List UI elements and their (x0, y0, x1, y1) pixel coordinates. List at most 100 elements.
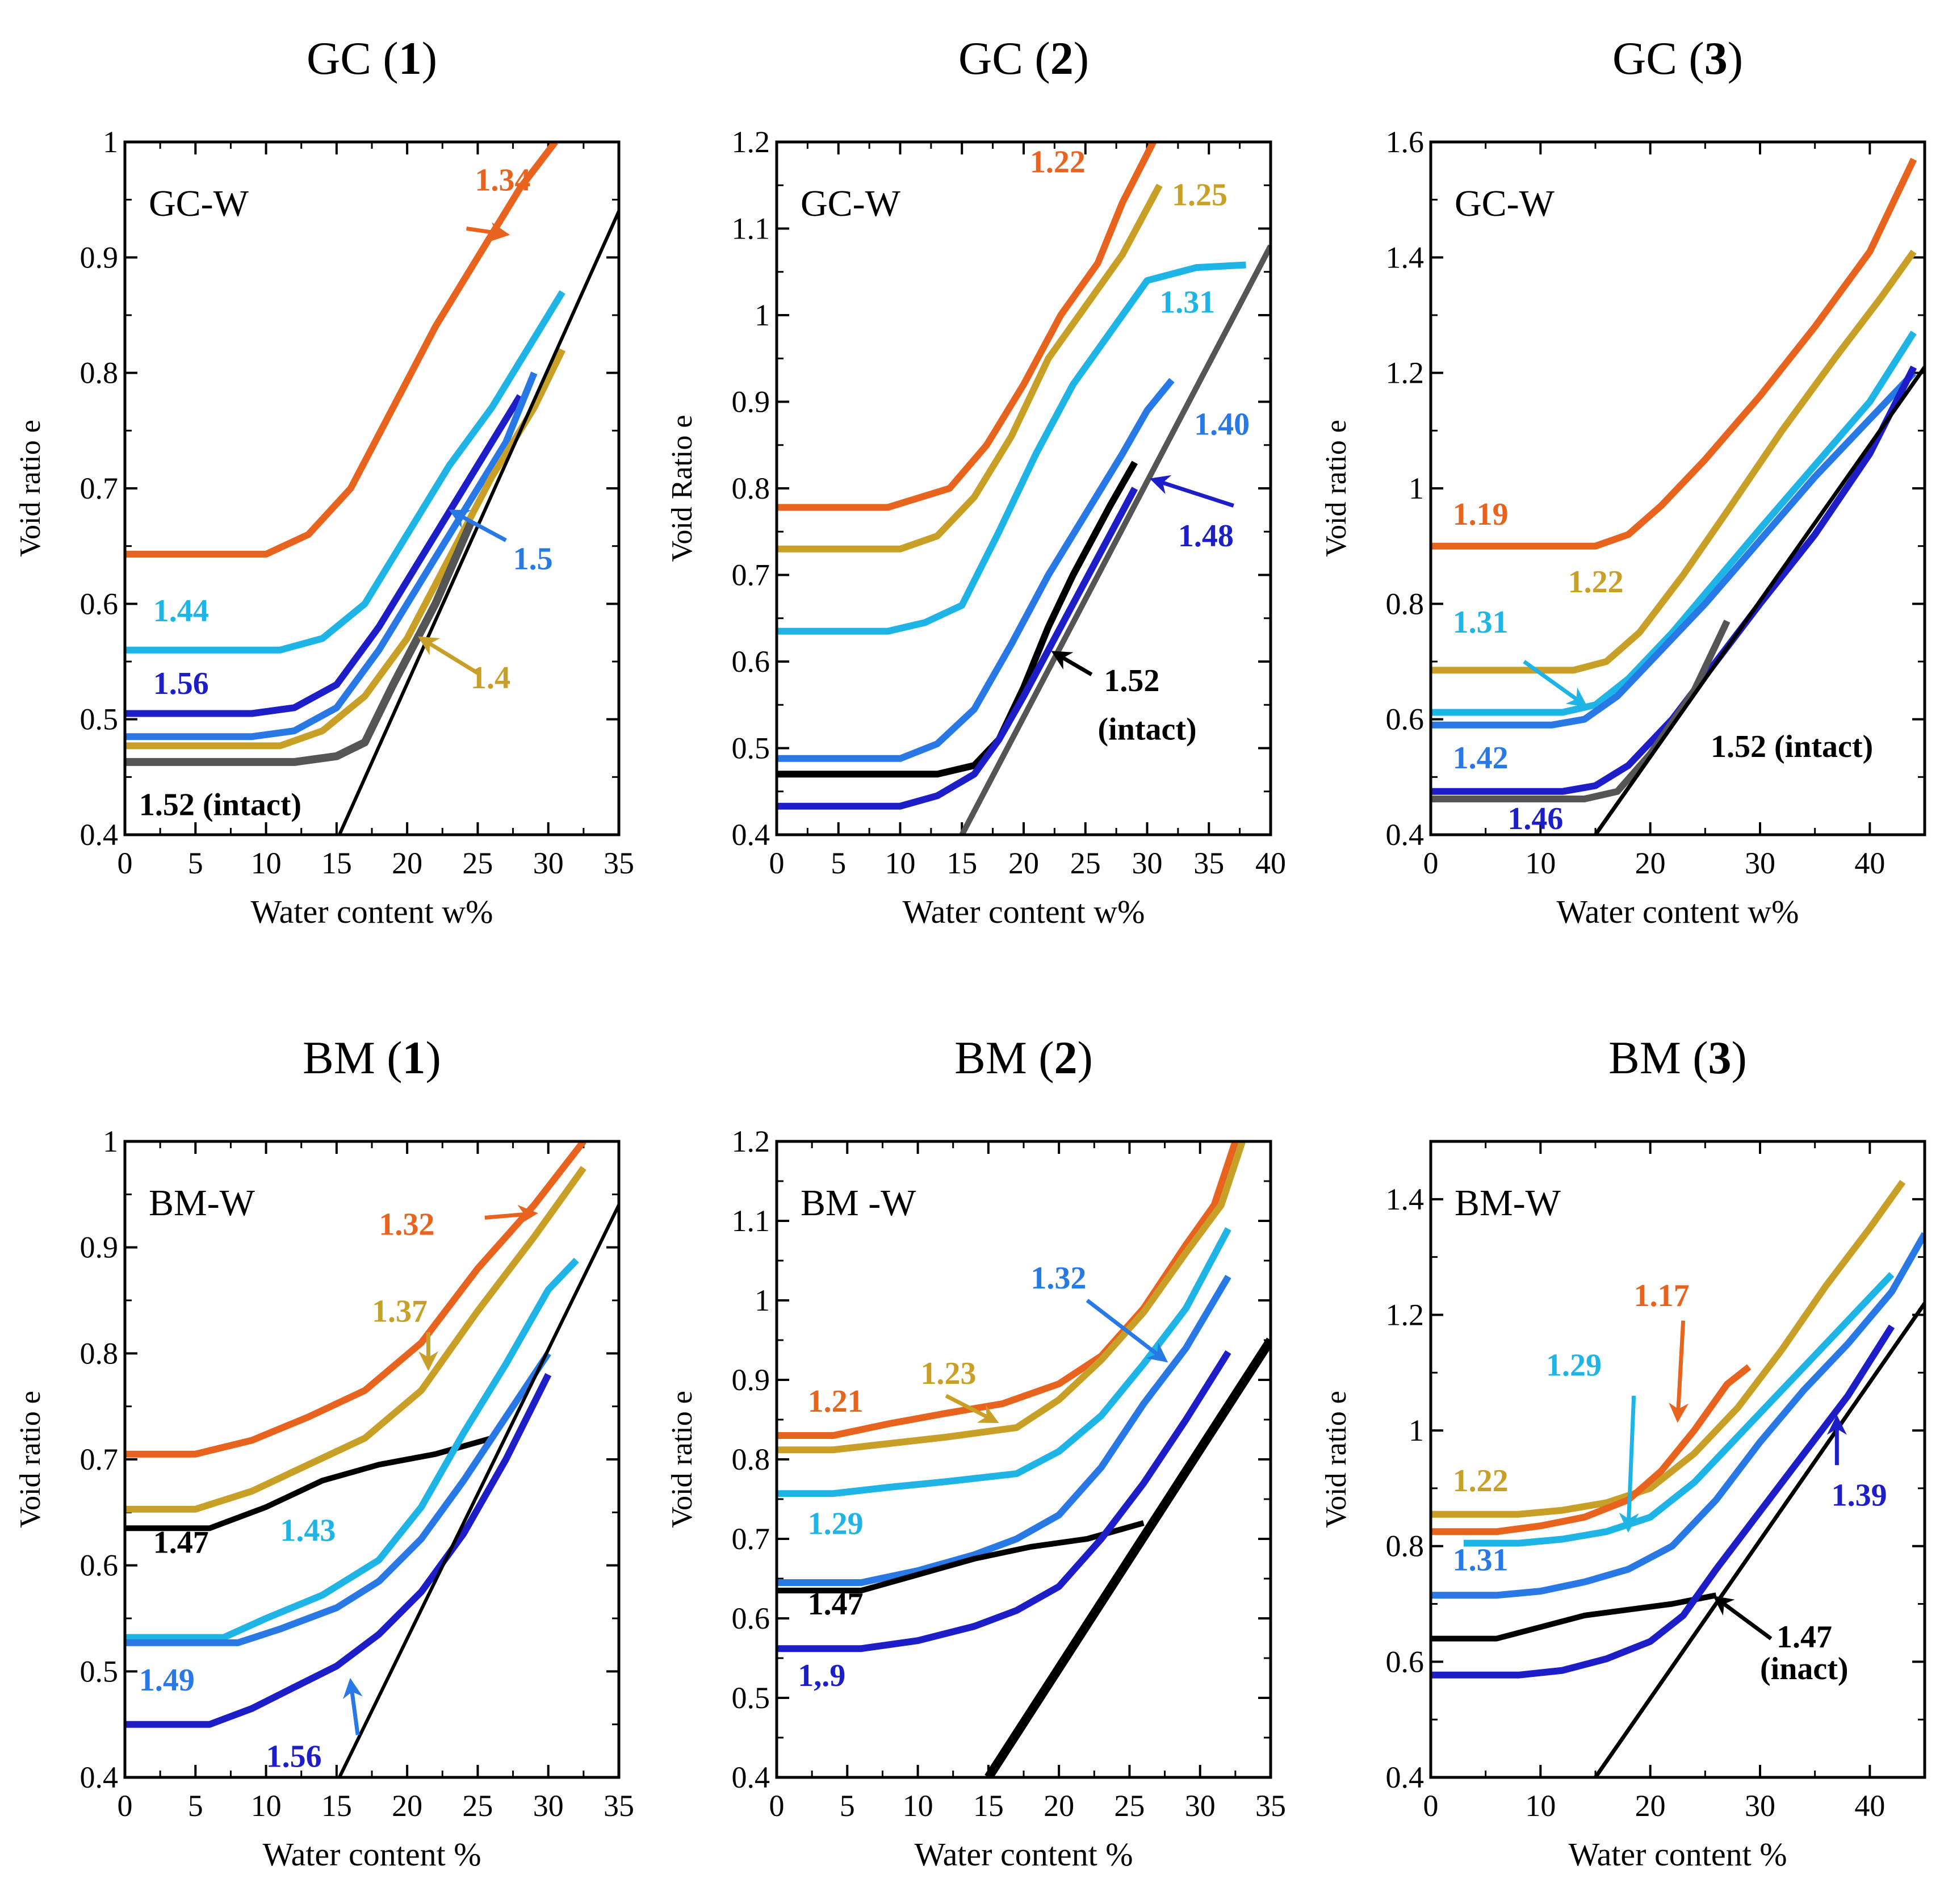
series-label: 1.23 (921, 1356, 977, 1391)
plot-frame (123, 140, 621, 836)
series-line-1-23 (777, 1141, 1246, 1454)
series-group (777, 1141, 1271, 1777)
y-tick-label: 0.4 (732, 818, 770, 852)
x-tick-label: 0 (118, 1789, 133, 1823)
panel-title-prefix: GC ( (1612, 32, 1704, 84)
series-group (1431, 1179, 1925, 1777)
series-label: 1.47 (153, 1525, 209, 1560)
y-tick-label: 0.6 (732, 645, 770, 679)
x-tick-label: 15 (946, 846, 977, 880)
panel-title-number: 1 (403, 1032, 426, 1083)
series-label: 1.52 (intact) (1711, 729, 1873, 764)
x-tick-label: 30 (1185, 1789, 1216, 1823)
annotation-arrow (484, 1204, 538, 1225)
x-tick-label: 10 (1525, 1789, 1556, 1823)
panel-title-prefix: GC ( (307, 32, 399, 84)
x-tick-label: 0 (769, 846, 785, 880)
x-tick-label: 30 (1132, 846, 1163, 880)
annotation-arrow (1669, 1320, 1689, 1423)
series-label: 1.48 (1178, 518, 1234, 554)
x-tick-label: 0 (1423, 846, 1439, 880)
series-line-1-52-intact (125, 521, 475, 766)
panel-tag: GC-W (1455, 183, 1555, 224)
series-line-1-56 (125, 1373, 552, 1728)
panel-title-number: 1 (399, 32, 422, 84)
series-line-1-29 (777, 1227, 1231, 1497)
series-label: 1.40 (1194, 407, 1250, 442)
chart-panel-1: GC (1)0 5 10 15 20 25 30 350.40.50.60.70.80.91W… (14, 32, 634, 930)
series-line-1-43 (125, 1257, 579, 1641)
x-tick-label: 5 (188, 1789, 203, 1823)
series-label: 1.17 (1634, 1278, 1690, 1313)
series-line-1-21 (777, 1141, 1239, 1439)
y-tick-label: 1.4 (1386, 1182, 1425, 1216)
panel-tag: BM-W (1455, 1182, 1561, 1224)
series-group (1431, 157, 1925, 835)
x-tick-label: 35 (604, 1789, 634, 1823)
series-label: 1.5 (513, 541, 553, 576)
series-line-1-52-intact (1431, 620, 1731, 802)
series-label: 1.56 (153, 666, 209, 701)
x-tick-label: 15 (973, 1789, 1004, 1823)
series-line-1-49 (125, 1351, 551, 1646)
x-tick-label: 40 (1854, 1789, 1885, 1823)
y-tick-label: 0.9 (80, 1231, 119, 1265)
y-tick-label: 1.2 (732, 125, 770, 159)
x-tick-label: 20 (1008, 846, 1039, 880)
y-tick-label: 0.6 (1386, 702, 1425, 737)
annotation-arrow (945, 1394, 999, 1424)
x-tick-label: 10 (1525, 846, 1556, 880)
series-label: 1.52 (1104, 663, 1159, 698)
panel-title-suffix: ) (1078, 1032, 1093, 1083)
series-line-1-47 (777, 1520, 1145, 1593)
series-line-1-31 (1431, 330, 1917, 716)
x-tick-label: 0 (769, 1789, 785, 1823)
y-tick-label: 0.8 (1386, 587, 1425, 621)
series-label: 1.25 (1172, 177, 1227, 212)
y-tick-label: 0.4 (80, 1760, 119, 1794)
y-tick-label: 0.7 (80, 471, 119, 505)
x-tick-label: 30 (1745, 846, 1775, 880)
panel-tag: BM -W (801, 1182, 916, 1224)
y-tick-label: 0.9 (732, 385, 770, 419)
x-tick-label: 40 (1854, 846, 1885, 880)
series-line-1-5 (125, 371, 538, 740)
y-axis-title: Void ratio e (14, 1391, 47, 1528)
y-tick-label: 1.4 (1386, 240, 1425, 274)
series-line-1-32 (125, 1141, 586, 1458)
series-label: 1.52 (intact) (139, 787, 301, 822)
y-axis-title: Void ratio e (14, 420, 47, 557)
x-tick-label: 25 (1070, 846, 1101, 880)
y-tick-label: 0.5 (80, 1654, 119, 1688)
panel-title: BM (1) (303, 1032, 441, 1083)
y-tick-label: 1.1 (732, 212, 770, 246)
series-label: 1.37 (372, 1294, 428, 1329)
panel-title-prefix: BM ( (954, 1032, 1054, 1083)
series-line-1-22 (1431, 1179, 1906, 1518)
x-tick-label: 30 (533, 846, 564, 880)
panel-title-suffix: ) (426, 1032, 441, 1083)
x-tick-label: 20 (1635, 846, 1666, 880)
x-tick-label: 20 (392, 1789, 422, 1823)
series-line-1-44 (125, 290, 565, 654)
panel-title: BM (2) (954, 1032, 1093, 1083)
series-line-1-29 (1464, 1272, 1895, 1547)
series-label: (inact) (1760, 1651, 1849, 1687)
series-label: 1.29 (1546, 1348, 1602, 1383)
annotation-arrow (1086, 1299, 1168, 1363)
series-line-1-39 (1431, 1324, 1895, 1679)
x-tick-label: 0 (1423, 1789, 1439, 1823)
x-tick-label: 15 (321, 846, 352, 880)
series-line-1-22 (1431, 249, 1917, 674)
y-tick-label: 0.7 (80, 1442, 119, 1476)
x-tick-label: 10 (251, 1789, 282, 1823)
y-axis-title: Void ratio e (666, 1391, 698, 1528)
x-tick-label: 0 (118, 846, 133, 880)
series-label: 1.47 (1777, 1620, 1832, 1655)
panel-title: GC (1) (307, 32, 437, 84)
series-label: 1.49 (139, 1663, 195, 1698)
x-tick-label: 5 (188, 846, 203, 880)
series-line-1-32 (777, 1274, 1231, 1586)
panel-title: BM (3) (1608, 1032, 1747, 1083)
